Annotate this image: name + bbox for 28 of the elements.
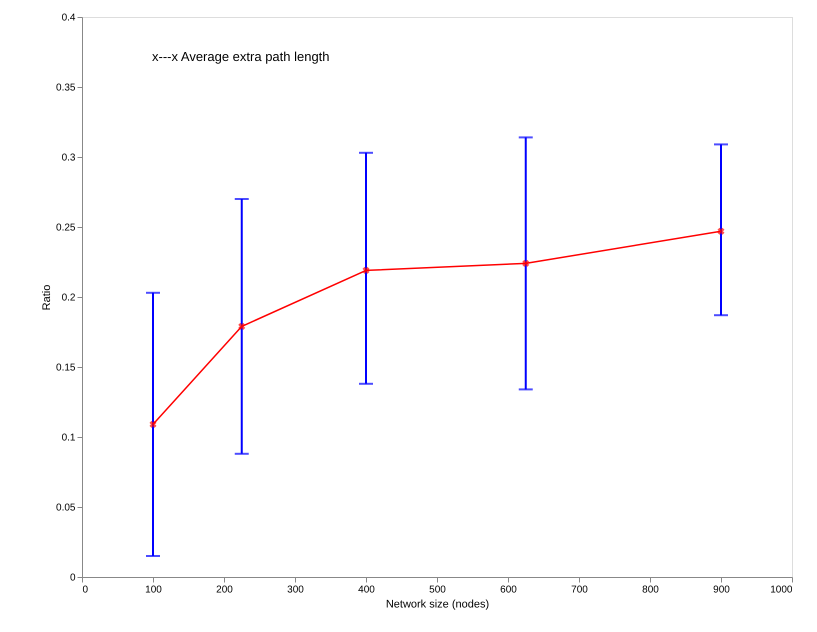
x-tick-label: 400 [358, 584, 376, 596]
x-tick-label: 200 [216, 584, 234, 596]
x-axis-title: Network size (nodes) [386, 598, 490, 610]
y-tick-label: 0.4 [62, 12, 76, 24]
y-tick-label: 0.1 [62, 432, 76, 444]
y-tick-label: 0.3 [62, 152, 76, 164]
x-tick-label: 100 [145, 584, 162, 596]
y-tick-label: 0.15 [56, 362, 76, 374]
y-tick-label: 0.05 [56, 502, 76, 514]
point [522, 260, 530, 267]
point [718, 228, 724, 235]
annotation: x---x Average extra path length [152, 49, 330, 64]
x-tick-label: 600 [500, 584, 518, 596]
x-tick-label: 700 [571, 584, 588, 596]
y-tick-label: 0 [70, 572, 76, 584]
y-tick-label: 0.25 [56, 222, 76, 234]
point [238, 322, 246, 330]
y-tick-label: 0.35 [56, 82, 76, 94]
point [150, 420, 156, 428]
x-tick-label: 1000 [770, 584, 793, 596]
point [362, 266, 370, 274]
x-tick-label: 300 [287, 584, 304, 596]
x-tick-label: 0 [82, 584, 88, 596]
x-tick-label: 500 [429, 584, 446, 596]
x-tick-label: 800 [642, 584, 660, 596]
y-axis-title: Ratio [41, 284, 54, 310]
y-tick-label: 0.2 [62, 292, 76, 304]
x-tick-label: 900 [713, 584, 730, 596]
